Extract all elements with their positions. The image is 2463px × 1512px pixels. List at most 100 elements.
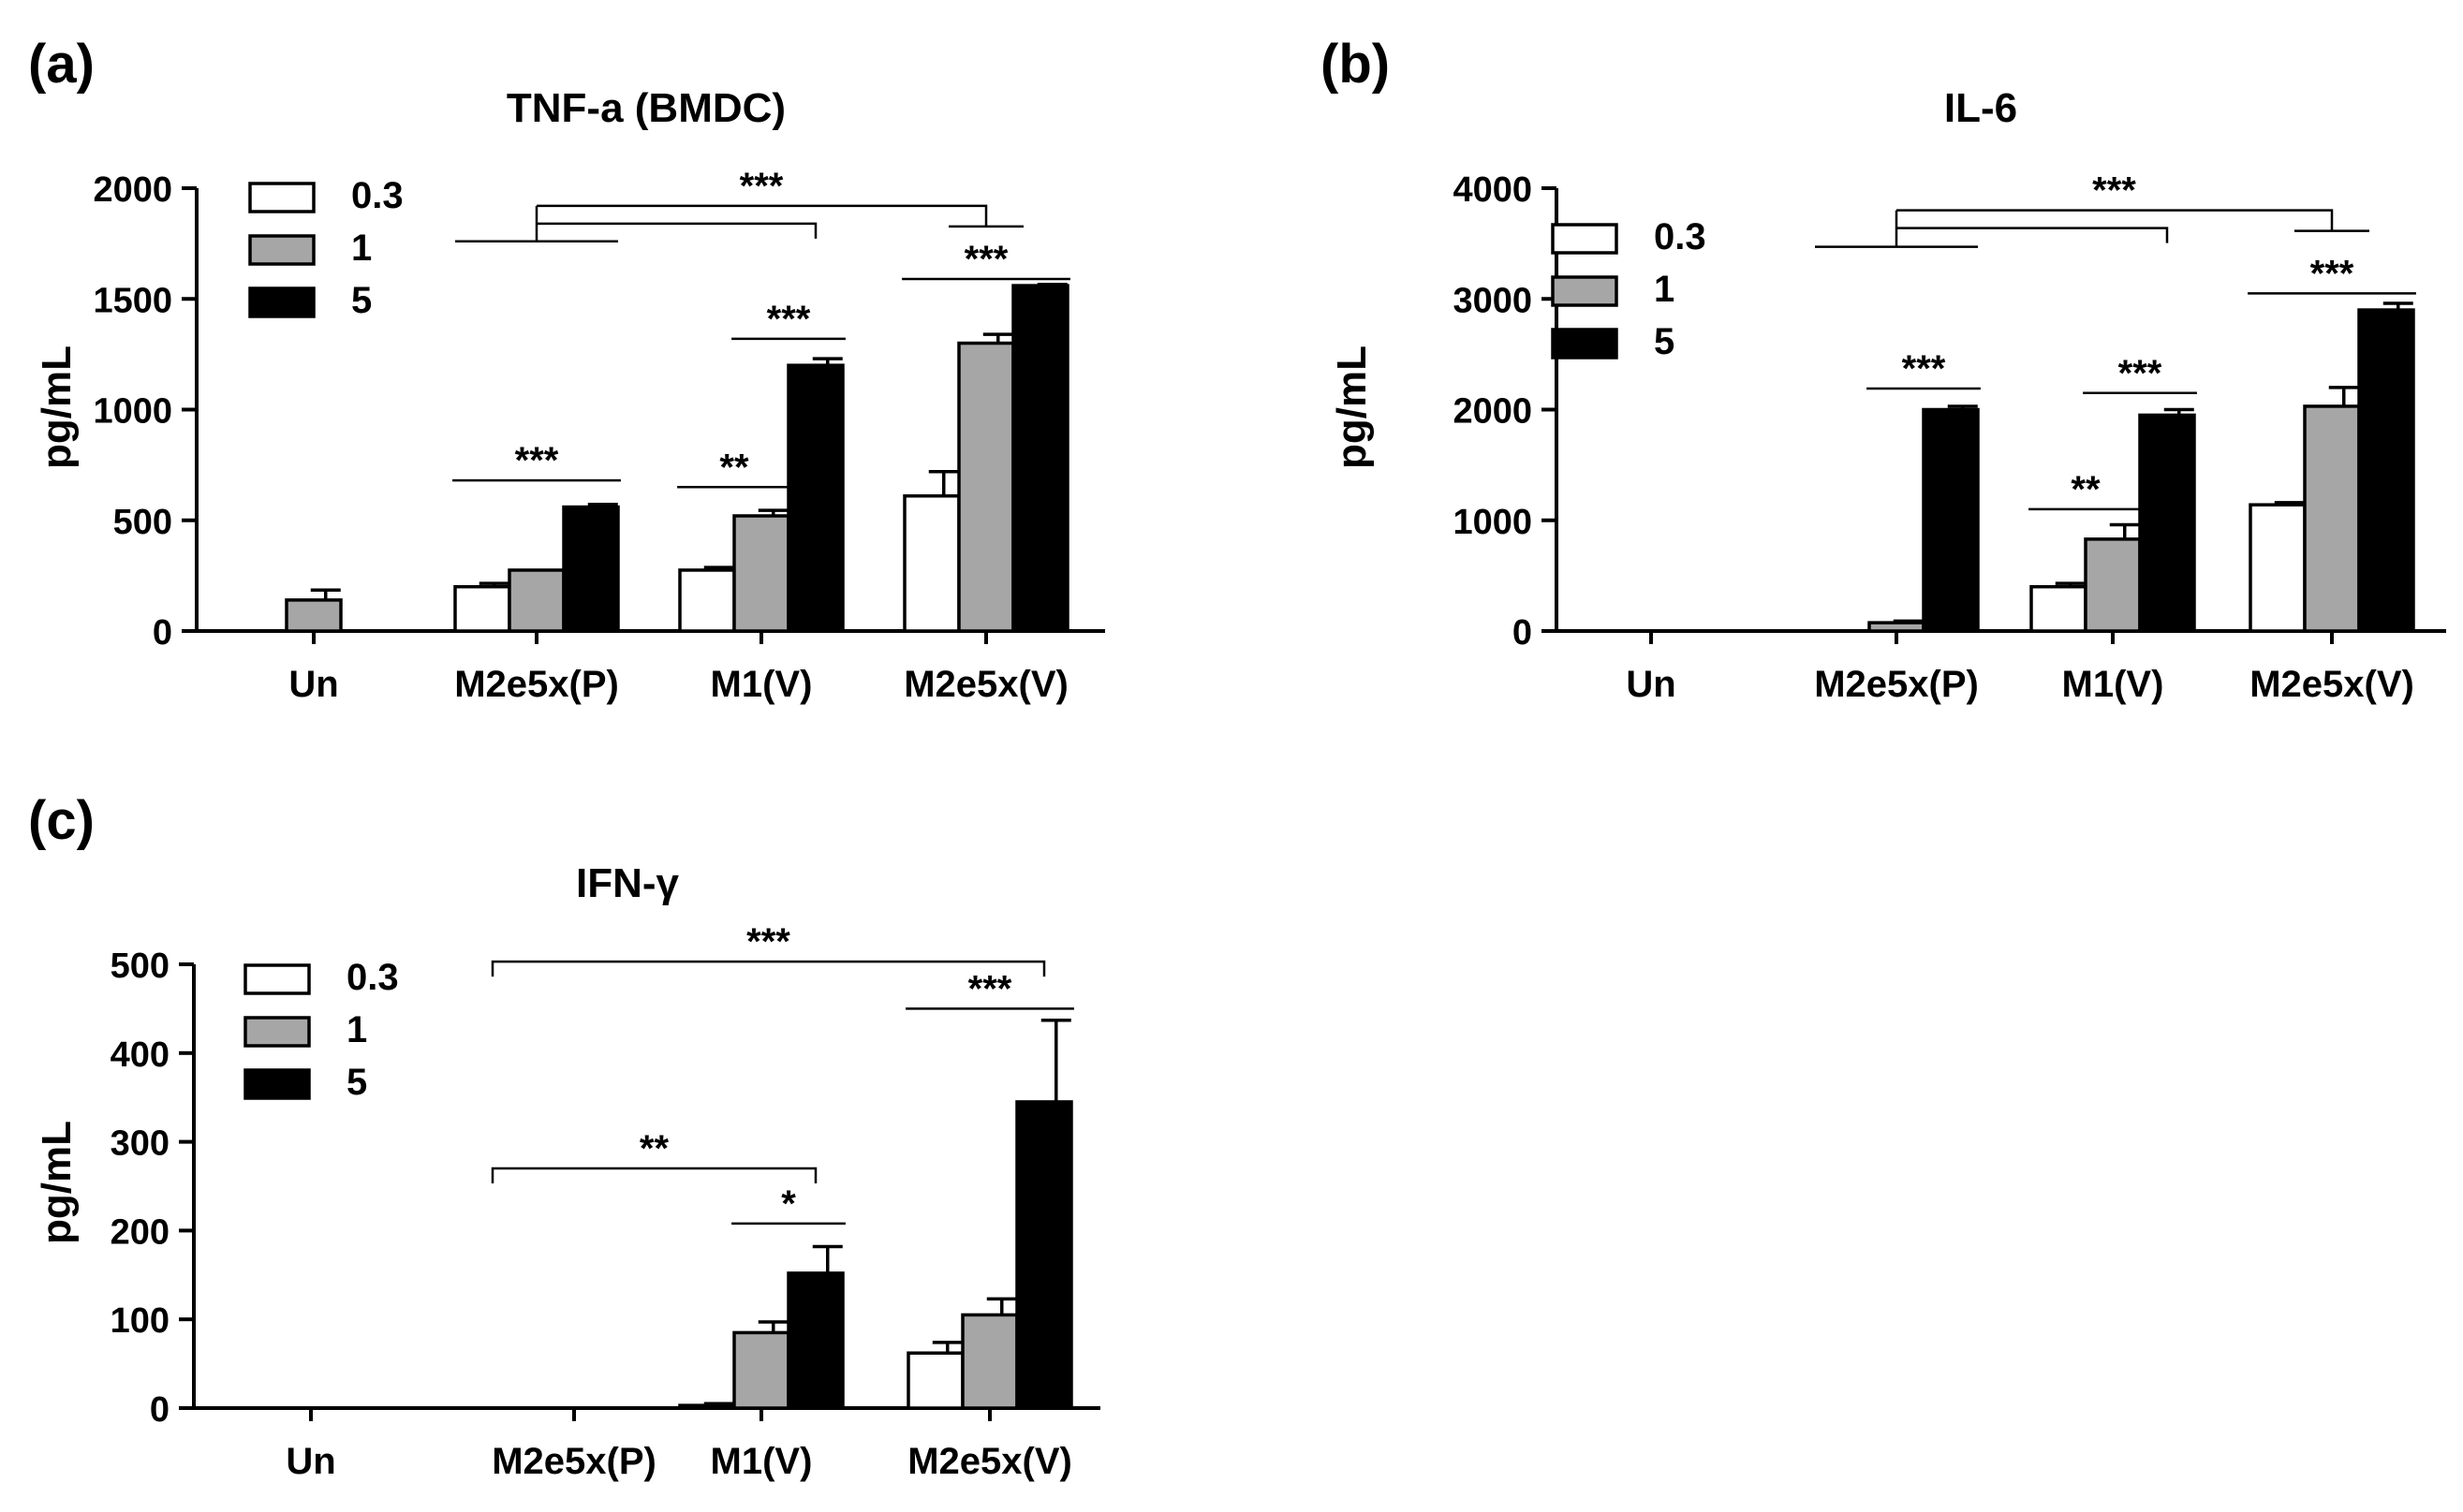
significance-marker: *** bbox=[746, 921, 790, 962]
x-tick-label: M2e5x(P) bbox=[492, 1441, 656, 1482]
y-tick-label: 0 bbox=[150, 1390, 170, 1430]
bar bbox=[961, 1313, 1019, 1410]
bar bbox=[2249, 503, 2307, 633]
significance-marker: *** bbox=[2092, 170, 2136, 212]
bar bbox=[678, 568, 736, 633]
legend-swatch bbox=[248, 286, 316, 318]
legend-label: 5 bbox=[351, 280, 372, 321]
significance-marker: *** bbox=[965, 239, 1009, 280]
significance-bracket bbox=[491, 960, 1046, 977]
legend-label: 0.3 bbox=[351, 175, 404, 216]
panel-a: (a) TNF-a (BMDC) pg/mL 0 500 1000 1500 2000 Un M2… bbox=[0, 0, 1232, 756]
bar bbox=[678, 1403, 736, 1410]
y-tick-label: 1500 bbox=[93, 281, 172, 320]
legend-swatch bbox=[1551, 275, 1618, 307]
legend-swatch bbox=[243, 1016, 311, 1048]
y-tick-label: 4000 bbox=[1453, 170, 1532, 210]
x-tick-label: M2e5x(V) bbox=[2249, 664, 2414, 705]
y-tick-label: 500 bbox=[113, 503, 172, 542]
y-tick-label: 3000 bbox=[1453, 281, 1532, 320]
x-tick-label: Un bbox=[1626, 664, 1675, 705]
bar bbox=[2029, 584, 2087, 633]
legend-label: 5 bbox=[347, 1062, 367, 1103]
bar bbox=[2357, 308, 2415, 633]
bar bbox=[732, 514, 790, 633]
significance-marker: *** bbox=[767, 299, 811, 340]
y-tick-label: 2000 bbox=[1453, 392, 1532, 432]
legend-label: 0.3 bbox=[1654, 216, 1706, 257]
significance-bracket bbox=[1896, 209, 2334, 231]
chart-il-6: (b) IL-6 pg/mL 0 1000 2000 3000 4000 Un M2e5x(P) M… bbox=[1320, 34, 2446, 705]
significance-marker: * bbox=[781, 1183, 796, 1225]
legend-swatch bbox=[248, 182, 316, 213]
bar bbox=[2138, 413, 2196, 633]
significance-bracket bbox=[491, 1167, 818, 1184]
significance-marker: *** bbox=[515, 440, 559, 481]
significance-marker: *** bbox=[2118, 353, 2162, 394]
panel-c: (c) IFN-γ pg/mL 0 100 200 300 400 500 Un M2e5x(P) M… bbox=[0, 756, 1232, 1512]
legend-swatch bbox=[248, 234, 316, 266]
chart-title: TNF-a (BMDC) bbox=[507, 85, 786, 131]
legend-swatch bbox=[243, 963, 311, 995]
x-tick-label: M2e5x(V) bbox=[907, 1441, 1072, 1482]
legend-label: 1 bbox=[347, 1009, 367, 1050]
bar bbox=[1922, 407, 1980, 633]
bar bbox=[907, 1351, 965, 1410]
bar bbox=[903, 493, 961, 633]
significance-marker: ** bbox=[640, 1128, 670, 1169]
y-axis-label: pg/mL bbox=[34, 1121, 80, 1244]
x-tick-label: M2e5x(V) bbox=[904, 664, 1069, 705]
y-tick-label: 1000 bbox=[93, 392, 172, 432]
y-tick-label: 0 bbox=[153, 613, 172, 653]
legend-label: 1 bbox=[351, 228, 372, 269]
bar bbox=[2303, 404, 2361, 633]
bar bbox=[2084, 537, 2142, 633]
significance-marker: ** bbox=[719, 447, 749, 488]
legend-swatch bbox=[1551, 223, 1618, 255]
significance-bracket bbox=[537, 204, 988, 227]
chart-tnf-a: (a) TNF-a (BMDC) pg/mL 0 500 1000 1500 2000 Un M2… bbox=[28, 34, 1105, 705]
legend-swatch bbox=[1551, 328, 1618, 360]
bar bbox=[562, 505, 620, 633]
bar bbox=[787, 363, 845, 633]
x-tick-label: Un bbox=[286, 1441, 335, 1482]
significance-bracket bbox=[537, 222, 818, 239]
y-tick-label: 0 bbox=[1512, 613, 1532, 653]
bar bbox=[285, 598, 343, 633]
significance-marker: *** bbox=[968, 968, 1012, 1009]
bar bbox=[957, 341, 1015, 633]
y-tick-label: 200 bbox=[111, 1212, 170, 1252]
y-tick-label: 100 bbox=[111, 1301, 170, 1341]
significance-bracket bbox=[1896, 227, 2169, 243]
x-tick-label: M2e5x(P) bbox=[454, 664, 619, 705]
bar bbox=[453, 584, 511, 633]
chart-ifn-gamma: (c) IFN-γ pg/mL 0 100 200 300 400 500 Un M2e5x(P) M… bbox=[28, 790, 1100, 1482]
y-tick-label: 2000 bbox=[93, 170, 172, 210]
y-tick-label: 500 bbox=[111, 947, 170, 986]
y-tick-label: 300 bbox=[111, 1124, 170, 1164]
x-tick-label: Un bbox=[288, 664, 338, 705]
panel-b: (b) IL-6 pg/mL 0 1000 2000 3000 4000 Un M2e5x(P) M… bbox=[1292, 0, 2463, 756]
bar bbox=[787, 1271, 845, 1410]
y-tick-label: 1000 bbox=[1453, 503, 1532, 542]
chart-title: IFN-γ bbox=[576, 860, 680, 906]
panel-label: (c) bbox=[28, 790, 95, 851]
bar bbox=[1867, 621, 1925, 633]
panel-label: (a) bbox=[28, 34, 95, 95]
significance-marker: ** bbox=[2071, 469, 2101, 510]
x-tick-label: M1(V) bbox=[2062, 664, 2164, 705]
bar bbox=[732, 1330, 790, 1410]
legend-label: 0.3 bbox=[347, 957, 399, 998]
bar bbox=[1011, 284, 1069, 633]
panel-label: (b) bbox=[1320, 34, 1390, 95]
significance-marker: *** bbox=[2310, 253, 2354, 294]
x-tick-label: M1(V) bbox=[711, 1441, 813, 1482]
significance-marker: *** bbox=[1902, 348, 1946, 389]
legend-label: 5 bbox=[1654, 321, 1674, 362]
x-tick-label: M2e5x(P) bbox=[1814, 664, 1979, 705]
y-axis-label: pg/mL bbox=[34, 345, 80, 469]
bar bbox=[508, 568, 566, 633]
bar bbox=[1015, 1100, 1073, 1410]
x-tick-label: M1(V) bbox=[711, 664, 813, 705]
y-axis-label: pg/mL bbox=[1329, 345, 1375, 469]
